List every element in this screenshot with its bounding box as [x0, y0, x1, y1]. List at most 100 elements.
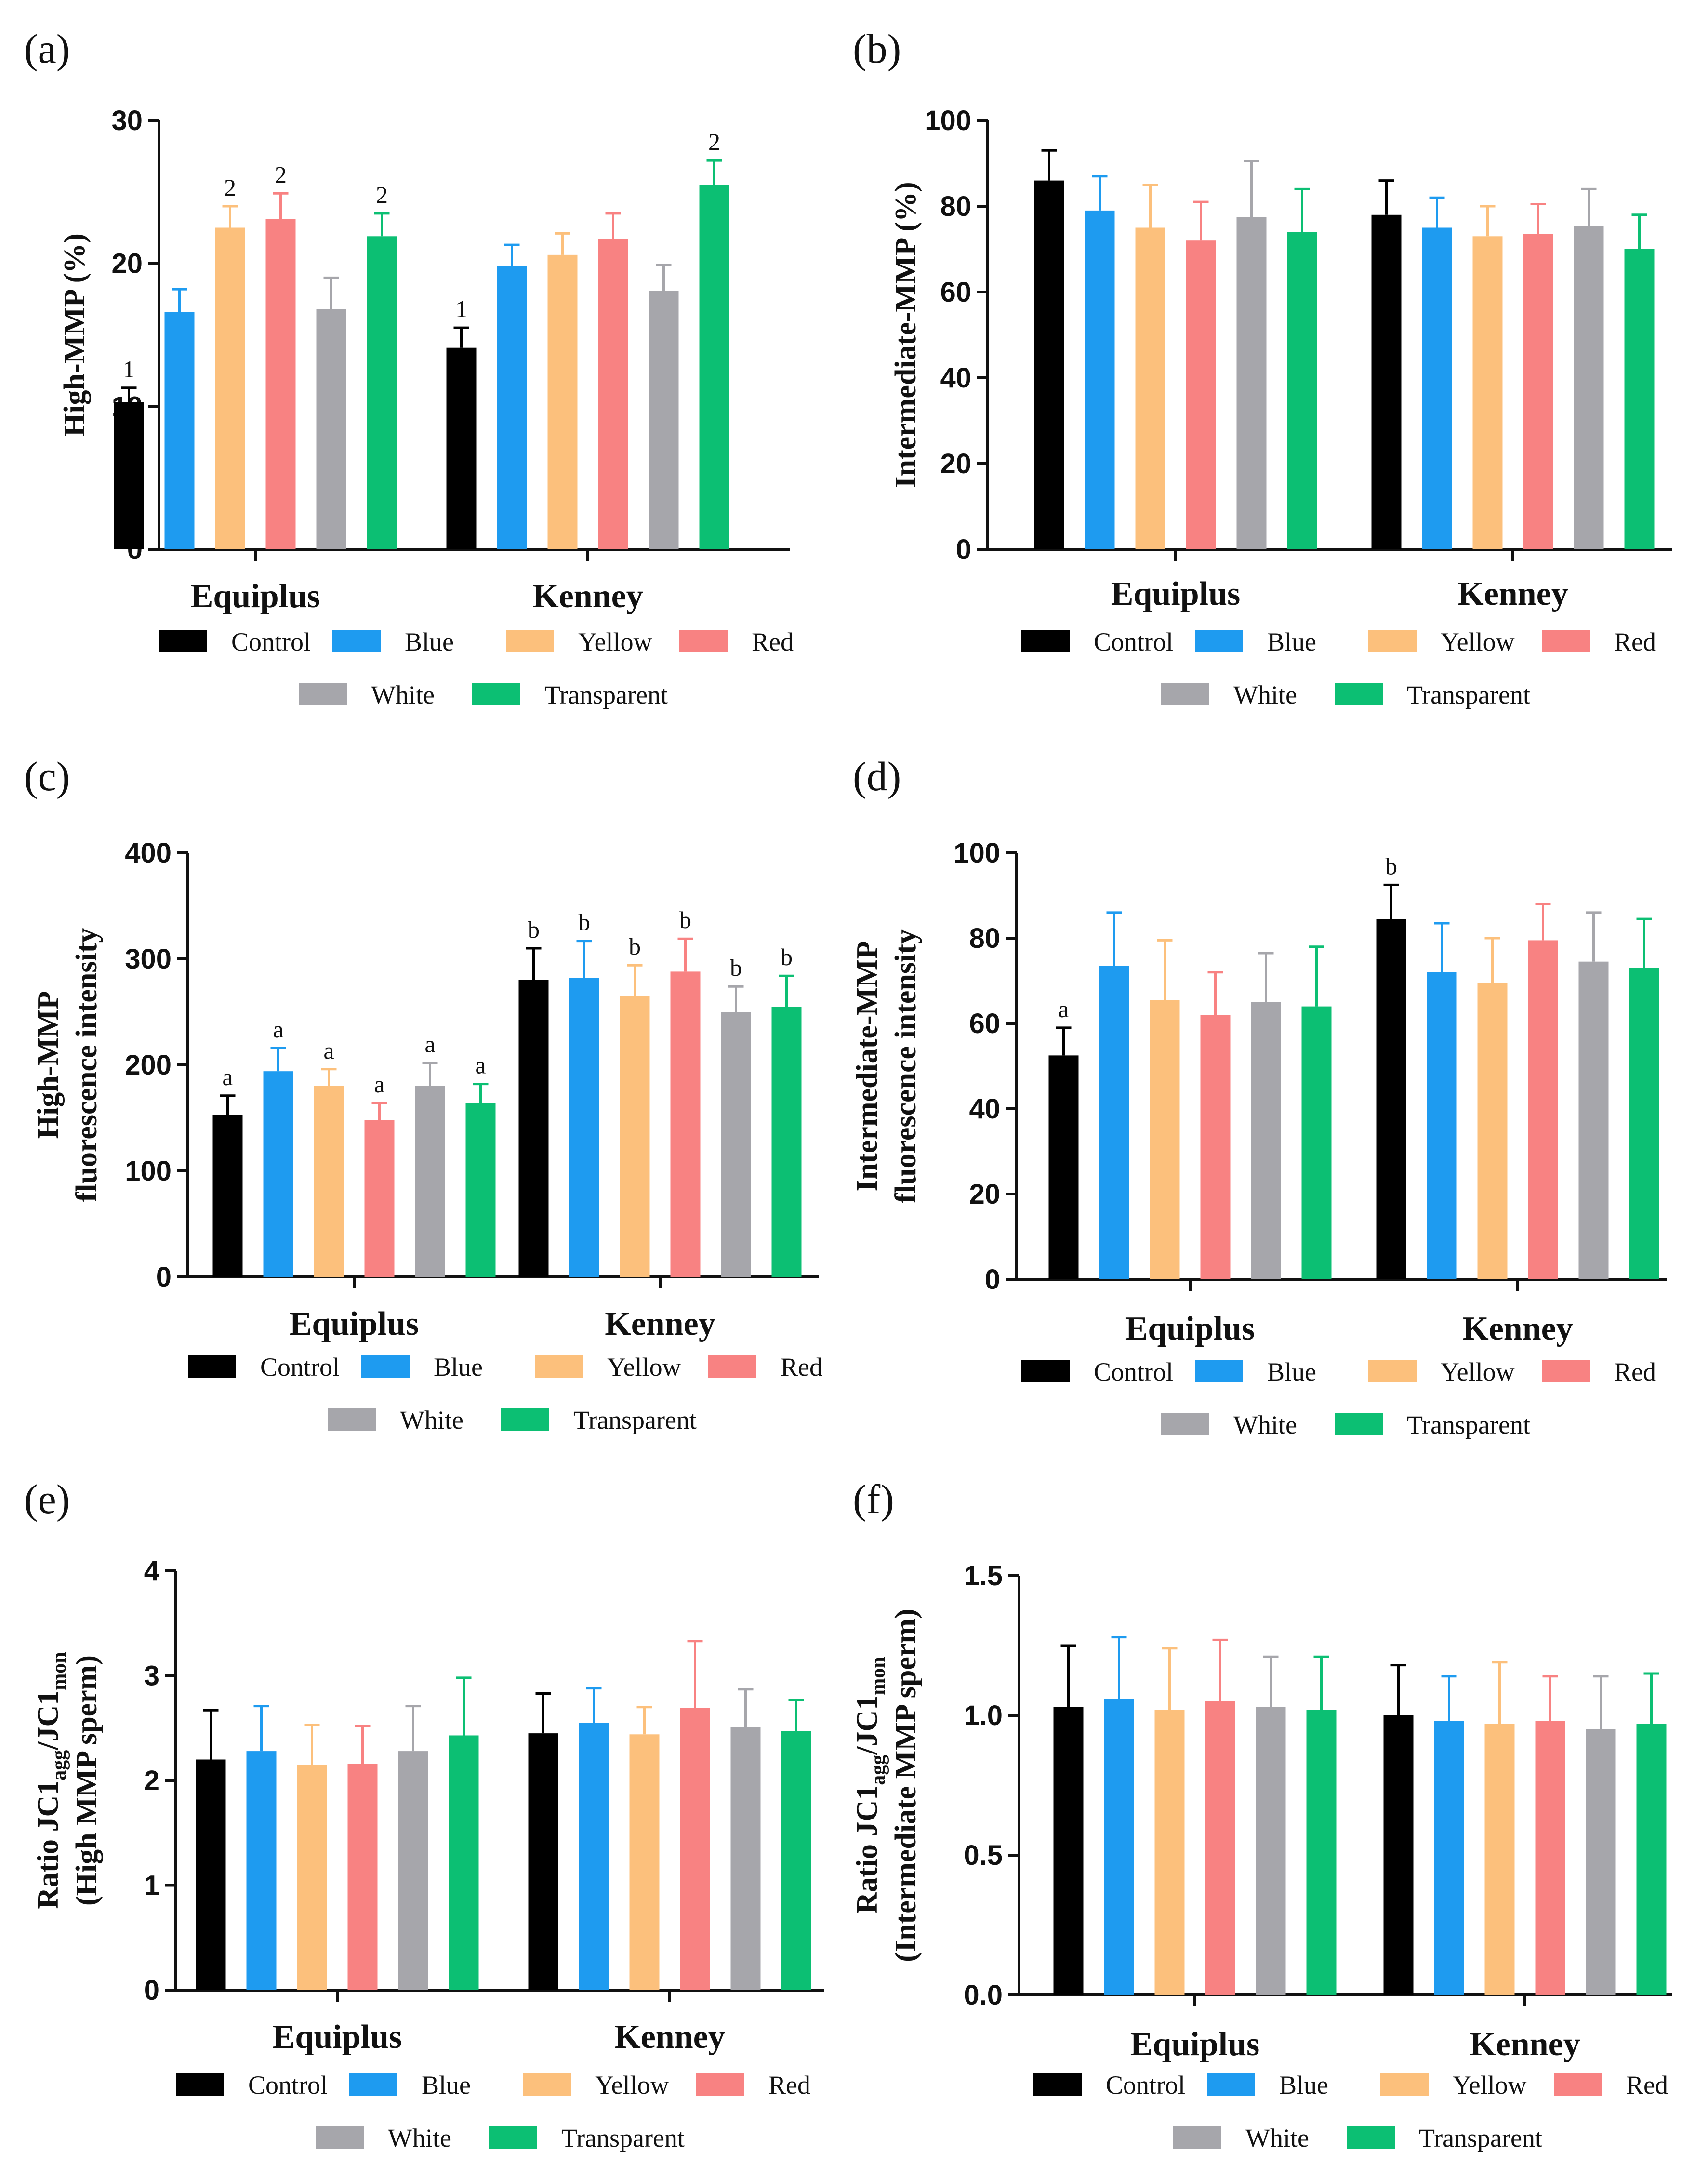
- significance-label: 1: [455, 295, 467, 322]
- legend-label-blue: Blue: [1267, 627, 1316, 656]
- legend-swatch-red: [708, 1355, 756, 1378]
- bar-red: [1186, 240, 1216, 549]
- y-axis-label: Ratio JC1agg/JC1mon: [32, 1652, 70, 1909]
- y-tick-label: 300: [125, 943, 172, 975]
- bar-transparent: [449, 1735, 479, 1990]
- bar-blue: [1085, 210, 1115, 549]
- legend-label-control: Control: [231, 627, 311, 656]
- bar-transparent: [1301, 1006, 1332, 1279]
- legend-swatch-red: [1554, 2073, 1602, 2096]
- bar-blue: [1422, 227, 1452, 549]
- legend-label-red: Red: [768, 2071, 810, 2099]
- bar-control: [446, 347, 477, 549]
- bar-blue: [569, 978, 599, 1277]
- bar-transparent: [1629, 968, 1659, 1279]
- significance-label: b: [578, 909, 590, 936]
- bar-control: [196, 1759, 226, 1990]
- y-tick-label: 0: [956, 534, 971, 565]
- bar-control: [1034, 180, 1064, 550]
- chart-panel-3: (d) 0 20 40 60 80 100 Intermediate-MMP fluoresce…: [851, 753, 1667, 1439]
- y-tick-label: 0: [144, 1975, 159, 2006]
- y-tick-label: 100: [125, 1155, 172, 1187]
- panel-letter: (c): [24, 753, 70, 799]
- bar-red: [1528, 940, 1558, 1279]
- bar-yellow: [620, 996, 650, 1277]
- legend-label-yellow: Yellow: [607, 1353, 681, 1381]
- bar-yellow: [547, 254, 578, 549]
- x-category-label: Equiplus: [191, 578, 320, 615]
- legend-swatch-blue: [332, 630, 381, 652]
- legend-swatch-control: [176, 2073, 224, 2096]
- y-tick-label: 1.5: [964, 1560, 1003, 1592]
- y-axis-label-sub: mon: [48, 1652, 70, 1690]
- bar-control: [518, 980, 549, 1277]
- legend-swatch-transparent: [489, 2126, 537, 2149]
- bar-red: [598, 239, 628, 549]
- bar-blue: [1434, 1721, 1464, 1995]
- bar-red: [1200, 1015, 1231, 1279]
- bar-red: [1523, 234, 1553, 550]
- legend-swatch-blue: [1195, 1360, 1243, 1382]
- bar-white: [316, 309, 346, 549]
- legend-swatch-control: [159, 630, 207, 652]
- legend-label-transparent: Transparent: [561, 2124, 685, 2152]
- legend-label-blue: Blue: [422, 2071, 471, 2099]
- legend-label-red: Red: [1626, 2071, 1668, 2099]
- legend-label-blue: Blue: [1267, 1357, 1316, 1386]
- panel-letter: (f): [853, 1476, 894, 1522]
- bar-yellow: [629, 1734, 660, 1990]
- bar-control: [528, 1733, 558, 1990]
- x-category-label: Kenney: [605, 1305, 715, 1342]
- bar-blue: [579, 1723, 609, 1990]
- chart-panel-1: (b) 0 20 40 60 80 100 Intermediate-MMP (%) Equip…: [853, 26, 1672, 709]
- legend-label-white: White: [371, 680, 435, 709]
- legend-swatch-red: [696, 2073, 744, 2096]
- bar-yellow: [1484, 1724, 1515, 1995]
- legend-swatch-white: [1173, 2126, 1221, 2149]
- legend-label-transparent: Transparent: [1407, 680, 1530, 709]
- bar-red: [1205, 1701, 1235, 1995]
- y-tick-label: 20: [940, 448, 971, 479]
- y-axis-label-part: /JC1: [851, 1695, 884, 1755]
- y-tick-label: 60: [969, 1008, 1000, 1039]
- bar-yellow: [215, 227, 245, 549]
- bar-yellow: [1150, 1000, 1180, 1279]
- bar-control: [1376, 919, 1406, 1279]
- panel-letter: (b): [853, 26, 901, 72]
- legend-label-blue: Blue: [405, 627, 454, 656]
- x-category-label: Equiplus: [1125, 1310, 1255, 1347]
- significance-label: 1: [123, 356, 135, 383]
- bar-control: [1383, 1715, 1414, 1995]
- x-category-label: Kenney: [614, 2019, 725, 2056]
- legend-label-red: Red: [752, 627, 794, 656]
- bar-yellow: [1154, 1710, 1185, 1995]
- panel-letter: (a): [24, 26, 70, 72]
- y-axis-label-line2: (High MMP sperm): [70, 1655, 103, 1906]
- bar-yellow: [1135, 227, 1165, 549]
- legend-swatch-red: [1542, 1360, 1590, 1382]
- y-tick-label: 400: [125, 837, 172, 869]
- bar-white: [730, 1727, 761, 1990]
- y-axis-label: High-MMP (%): [58, 233, 91, 437]
- chart-panel-0: (a)0102030High-MMP (%)Equiplus1222Kenney…: [24, 26, 794, 709]
- legend-swatch-transparent: [472, 683, 520, 705]
- chart-panel-4: (e) 0 1 2 3 4 Ratio JC1agg/JC1mon (High MMP spe…: [24, 1476, 824, 2152]
- legend-swatch-white: [299, 683, 347, 705]
- significance-label: b: [730, 954, 742, 981]
- legend-label-white: White: [1233, 680, 1297, 709]
- significance-label: 2: [275, 161, 287, 188]
- significance-label: a: [475, 1052, 486, 1079]
- y-tick-label: 0: [156, 1262, 172, 1293]
- y-axis-label-line2: fluorescence intensity: [889, 929, 922, 1203]
- legend-swatch-white: [316, 2126, 364, 2149]
- y-axis-label: High-MMP: [32, 991, 65, 1139]
- bar-control: [1048, 1055, 1079, 1279]
- y-tick-label: 3: [144, 1660, 159, 1692]
- bar-white: [721, 1012, 751, 1277]
- x-category-label: Kenney: [1457, 575, 1568, 612]
- y-tick-label: 20: [111, 248, 143, 279]
- y-tick-label: 200: [125, 1049, 172, 1081]
- bar-blue: [1099, 966, 1129, 1279]
- legend-swatch-yellow: [1368, 1360, 1417, 1382]
- legend-label-control: Control: [1106, 2071, 1185, 2099]
